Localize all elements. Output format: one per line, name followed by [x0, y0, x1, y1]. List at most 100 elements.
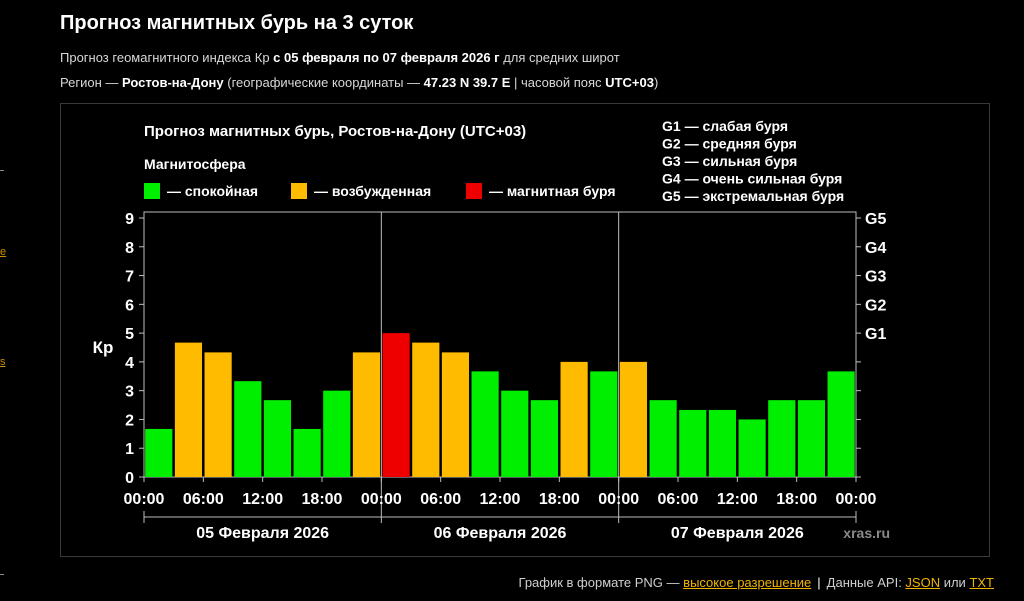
day-label: 05 Февраля 2026 [196, 525, 329, 542]
day-label: 06 Февраля 2026 [434, 525, 567, 542]
day-label: 07 Февраля 2026 [671, 525, 804, 542]
y-tick-label: 2 [125, 412, 134, 429]
watermark: xras.ru [843, 525, 890, 541]
storm-scale-item: G4 — очень сильная буря [662, 171, 842, 187]
legend-title: Магнитосфера [144, 156, 246, 172]
edge-mark [0, 574, 4, 575]
bar [619, 361, 648, 477]
x-tick-label: 18:00 [302, 491, 343, 508]
api-text: Данные API: [826, 575, 906, 590]
y-tick-label: 8 [125, 240, 134, 257]
bar [590, 371, 618, 477]
bars [145, 333, 855, 477]
region-tz-prefix: | часовой пояс [510, 75, 606, 90]
storm-scale-item: G3 — сильная буря [662, 153, 797, 169]
storm-scale-item: G5 — экстремальная буря [662, 188, 844, 204]
bar [708, 409, 737, 477]
x-tick-label: 06:00 [420, 491, 461, 508]
y-tick-label: 7 [125, 269, 134, 286]
x-tick-label: 12:00 [480, 491, 521, 508]
legend-swatch [291, 183, 307, 199]
y-tick-label: 6 [125, 297, 134, 314]
bar [530, 400, 559, 477]
png-text: График в формате PNG — [518, 575, 684, 590]
g-level-label: G3 [865, 269, 886, 286]
bar [679, 409, 707, 477]
legend-label: — магнитная буря [489, 183, 616, 199]
y-tick-label: 0 [125, 470, 134, 487]
json-link[interactable]: JSON [905, 575, 941, 590]
bar [382, 333, 410, 477]
g-level-label: G1 [865, 326, 886, 343]
high-res-link[interactable]: высокое разрешение [683, 575, 812, 590]
x-tick-label: 12:00 [242, 491, 283, 508]
y-tick-label: 5 [125, 326, 134, 343]
or-text: или [940, 575, 970, 590]
bar [797, 400, 826, 477]
bar [174, 342, 203, 477]
g-level-label: G4 [865, 240, 886, 257]
txt-link[interactable]: TXT [969, 575, 994, 590]
x-tick-label: 00:00 [361, 491, 402, 508]
bar [738, 419, 766, 477]
bar [471, 371, 499, 477]
region-city: Ростов-на-Дону [121, 75, 224, 90]
axes: 0 1 2 3 4 5 6 7 8 9 G1 G2 G3 G4 G5 00:00 06:00 12:00 18:00… [124, 211, 887, 542]
edge-link[interactable]: e [0, 246, 7, 258]
region-suffix: ) [653, 75, 659, 90]
x-tick-label: 00:00 [836, 491, 877, 508]
y-tick-label: 1 [125, 441, 134, 458]
legend-swatch [144, 183, 160, 199]
bar [263, 400, 292, 477]
legend-label: — спокойная [167, 183, 258, 199]
legend-swatch [466, 183, 482, 199]
bar [768, 400, 796, 477]
bar [293, 428, 321, 477]
x-tick-label: 00:00 [124, 491, 165, 508]
region-line: Регион — Ростов-на-Дону (географические … [60, 75, 658, 90]
kp-forecast-chart: Прогноз магнитных бурь, Ростов-на-Дону (… [93, 118, 890, 542]
x-tick-label: 06:00 [183, 491, 224, 508]
edge-mark [0, 170, 4, 171]
bar [441, 352, 470, 477]
x-tick-label: 06:00 [658, 491, 699, 508]
subtitle-range: с 05 февраля по 07 февраля 2026 г [273, 50, 500, 65]
bar [412, 342, 440, 477]
bar [649, 400, 677, 477]
x-tick-label: 00:00 [598, 491, 639, 508]
region-coords-prefix: (географические координаты — [223, 75, 424, 90]
x-tick-label: 18:00 [776, 491, 817, 508]
bar [501, 390, 529, 477]
storm-scale-item: G2 — средняя буря [662, 136, 797, 152]
legend: — спокойная — возбужденная — магнитная бур… [144, 183, 616, 199]
region-prefix: Регион — [60, 75, 122, 90]
region-tz: UTC+03 [605, 75, 654, 90]
bar [145, 428, 173, 477]
chart-title: Прогноз магнитных бурь, Ростов-на-Дону (… [144, 123, 526, 140]
bar [352, 352, 381, 477]
legend-label: — возбужденная [314, 183, 431, 199]
edge-link[interactable]: s [0, 356, 6, 368]
bar [827, 371, 855, 477]
y-tick-label: 3 [125, 384, 134, 401]
bar [204, 352, 232, 477]
x-tick-label: 12:00 [717, 491, 758, 508]
subtitle-suffix: для средних широт [499, 50, 620, 65]
footer-separator: | [817, 575, 821, 590]
footer: График в формате PNG — высокое разрешени… [519, 575, 994, 590]
subtitle-prefix: Прогноз геомагнитного индекса Кр [60, 50, 274, 65]
g-level-label: G5 [865, 211, 886, 228]
y-axis-label: Кр [93, 338, 114, 357]
region-coords: 47.23 N 39.7 E [423, 75, 511, 90]
chart-frame [60, 103, 990, 557]
bar [234, 381, 262, 477]
bar [560, 361, 588, 477]
x-tick-label: 18:00 [539, 491, 580, 508]
storm-scale-item: G1 — слабая буря [662, 118, 788, 134]
forecast-subtitle: Прогноз геомагнитного индекса Кр с 05 фе… [60, 50, 620, 65]
bar [323, 390, 351, 477]
g-level-label: G2 [865, 297, 886, 314]
y-tick-label: 9 [125, 211, 134, 228]
page-title: Прогноз магнитных бурь на 3 суток [60, 12, 414, 34]
